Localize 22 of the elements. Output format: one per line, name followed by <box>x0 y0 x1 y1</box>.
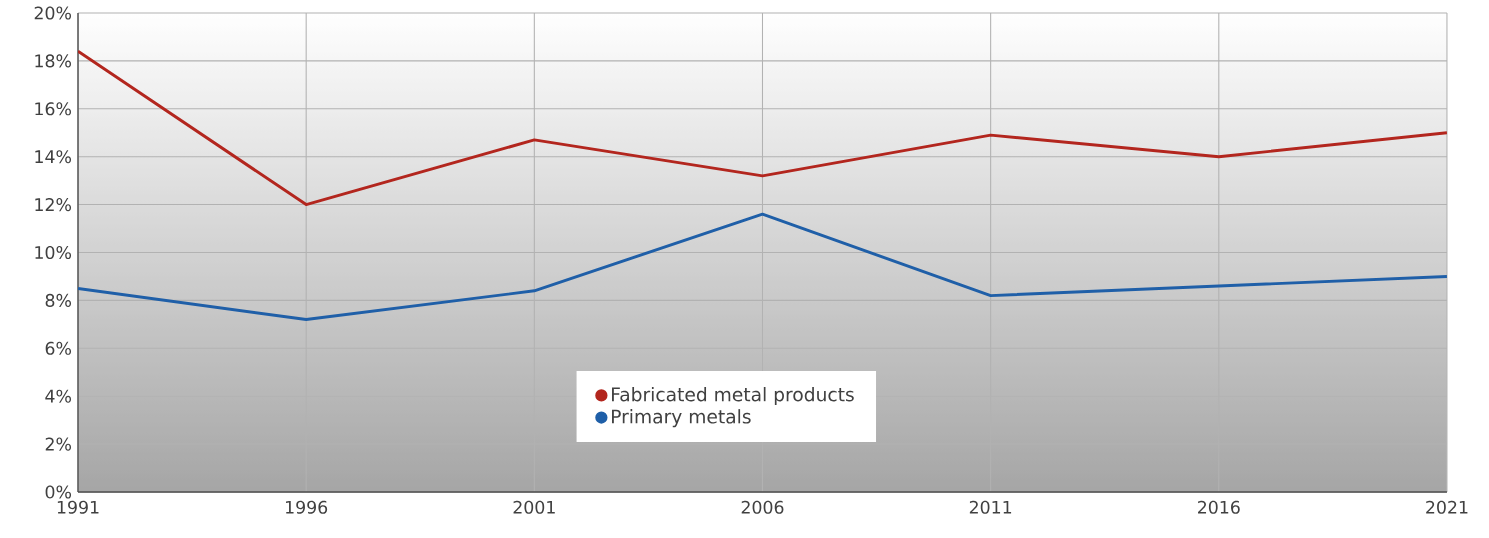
y-tick-label: 12% <box>35 198 72 212</box>
x-tick-label: 2021 <box>1426 500 1468 514</box>
y-tick-label: 16% <box>35 102 72 116</box>
line-series <box>78 49 1447 207</box>
legend-label: Fabricated metal products <box>612 387 854 406</box>
y-tick-label: 20% <box>34 6 72 20</box>
x-tick-label: 1996 <box>286 500 328 514</box>
y-tick-label: 4% <box>45 389 72 403</box>
x-tick-label: 1991 <box>57 500 99 514</box>
y-tick-label: 0% <box>45 485 72 499</box>
y-tick-label: 14% <box>35 150 72 164</box>
legend-label: Primary metals <box>612 409 751 428</box>
x-tick-label: 2001 <box>513 500 555 514</box>
line-series <box>78 212 1447 322</box>
y-tick-label: 10% <box>35 245 72 260</box>
y-tick-label: 6% <box>45 341 72 355</box>
x-tick-label: 2011 <box>969 500 1012 514</box>
x-tick-label: 2006 <box>741 500 784 514</box>
x-tick-label: 2016 <box>1198 500 1240 514</box>
y-tick-label: 2% <box>45 437 72 451</box>
y-tick-label: 18% <box>35 54 72 68</box>
y-tick-label: 8% <box>45 293 72 307</box>
